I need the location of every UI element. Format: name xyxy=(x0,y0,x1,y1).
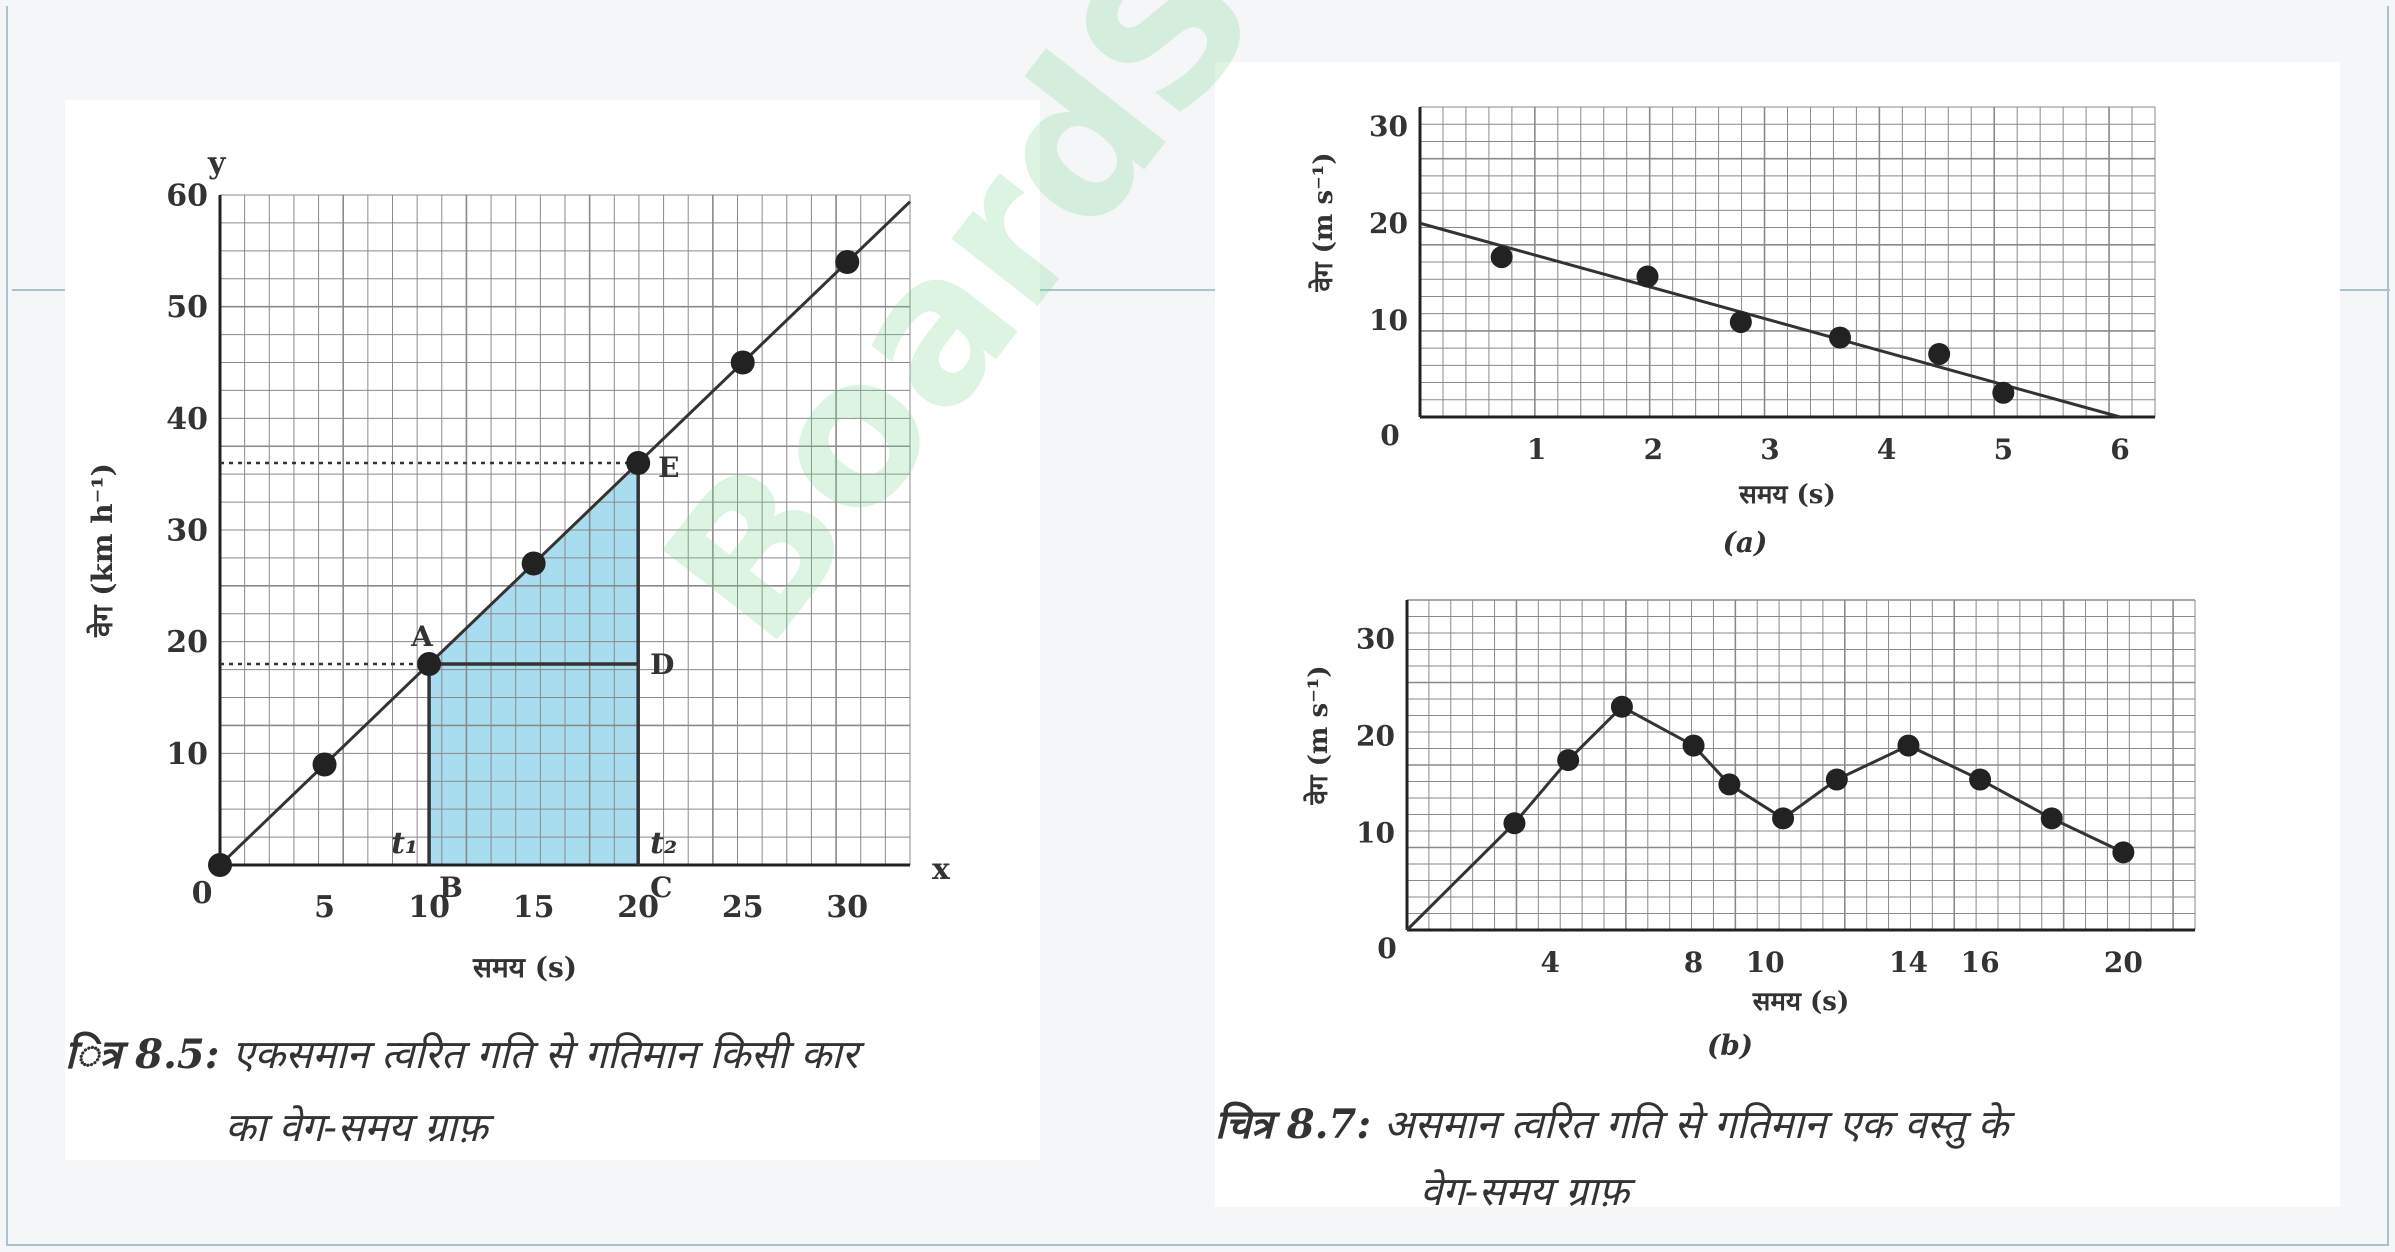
x-axis-name: x xyxy=(932,852,951,887)
data-point xyxy=(1636,265,1659,288)
x-axis-title: समय (s) xyxy=(1738,480,1836,510)
x-tick-label: 14 xyxy=(1889,946,1928,979)
data-point xyxy=(1897,734,1920,757)
y-axis-title: वेग (m s⁻¹) xyxy=(1308,152,1339,292)
y-tick-label: 10 xyxy=(1369,304,1408,337)
y-tick-label: 30 xyxy=(1356,623,1395,656)
x-tick-label: 4 xyxy=(1541,946,1560,979)
velocity-line xyxy=(218,200,912,867)
sublabel-a: (a) xyxy=(1723,526,1768,559)
x-axis-title: समय (s) xyxy=(472,951,577,984)
data-point xyxy=(1928,343,1951,366)
data-point xyxy=(1490,246,1513,269)
x-axis-title: समय (s) xyxy=(1752,987,1850,1017)
figure-8-7-panel xyxy=(1215,62,2340,1207)
data-point xyxy=(208,853,232,877)
margin-line-right xyxy=(2340,289,2390,291)
y-tick-label: 20 xyxy=(1369,207,1408,240)
data-point xyxy=(835,250,860,274)
y-tick-label: 30 xyxy=(1369,110,1408,143)
y-axis-name: y xyxy=(207,146,227,181)
data-point xyxy=(1610,695,1633,718)
x-tick-label: 1 xyxy=(1527,433,1546,466)
data-point xyxy=(417,652,442,676)
label-C: C xyxy=(650,871,672,904)
y-tick-label: 20 xyxy=(166,625,208,660)
data-point xyxy=(730,350,755,375)
label-A: A xyxy=(410,620,434,653)
y-tick-label: 40 xyxy=(166,402,208,437)
y-tick-label: 20 xyxy=(1356,720,1395,753)
x-tick-label: 2 xyxy=(1644,433,1663,466)
x-tick-label: 5 xyxy=(1994,433,2013,466)
data-point xyxy=(312,752,337,777)
data-point xyxy=(2112,841,2135,864)
x-tick-label: 16 xyxy=(1961,946,2000,979)
y-tick-label: 60 xyxy=(166,179,208,214)
x-tick-label: 20 xyxy=(617,890,659,925)
x-tick-label: 10 xyxy=(408,890,450,925)
figure-8-7-caption-label: चित्र 8.7: xyxy=(1215,1101,1372,1148)
x-tick-label: 6 xyxy=(2110,433,2129,466)
data-point xyxy=(1557,749,1580,772)
y-tick-label: 50 xyxy=(166,290,208,325)
figure-8-7-caption: चित्र 8.7: असमान त्वरित गति से गतिमान एक… xyxy=(1215,1095,2340,1217)
label-t1: t₁ xyxy=(391,826,418,861)
y-tick-label: 10 xyxy=(1356,817,1395,850)
x-tick-label: 3 xyxy=(1760,433,1779,466)
data-point xyxy=(2040,807,2063,830)
figure-8-5-caption: ित्र 8.5: एकसमान त्वरित गति से गतिमान कि… xyxy=(65,1025,1040,1153)
figure-8-5-chart: 5 10 15 20 25 30 10 20 30 40 50 60 0 समय (s) वेग (km h… xyxy=(86,146,951,984)
y-axis-title: वेग (km h⁻¹) xyxy=(86,463,119,638)
origin-label: 0 xyxy=(1380,419,1399,452)
data-point xyxy=(1829,326,1851,349)
data-point xyxy=(626,451,651,475)
trend-line xyxy=(1419,221,2121,419)
x-tick-label: 25 xyxy=(722,890,764,925)
label-E: E xyxy=(658,451,679,484)
figure-8-7b-chart: 4 8 10 14 16 20 10 20 30 0 समय (s) वेग (m s⁻¹) (b) xyxy=(1303,599,2196,1062)
figure-8-7-caption-line2: वेग-समय ग्राफ़ xyxy=(1420,1169,1629,1215)
data-point xyxy=(1772,807,1795,830)
x-tick-label: 30 xyxy=(826,890,868,925)
data-point xyxy=(1503,812,1526,835)
label-B: B xyxy=(439,871,463,904)
figure-8-7a-chart: 1 2 3 4 5 6 10 20 30 0 समय (s) वेग (m s⁻¹) (a) xyxy=(1308,106,2156,559)
y-axis-title: वेग (m s⁻¹) xyxy=(1303,665,1334,805)
velocity-polyline xyxy=(1405,704,2125,932)
data-point xyxy=(1992,381,2015,404)
data-point xyxy=(521,551,546,576)
y-tick-label: 10 xyxy=(166,737,208,772)
figure-8-5-caption-label: ित्र 8.5: xyxy=(65,1031,220,1078)
margin-line-left xyxy=(12,289,72,291)
margin-line-mid xyxy=(1040,289,1215,291)
x-tick-label: 8 xyxy=(1684,946,1703,979)
x-tick-label: 20 xyxy=(2104,946,2143,979)
figure-8-5-caption-line1: एकसमान त्वरित गति से गतिमान किसी कार xyxy=(232,1032,859,1078)
page-frame xyxy=(6,6,2389,1246)
data-point xyxy=(1729,311,1752,334)
data-point xyxy=(1718,773,1741,796)
label-D: D xyxy=(650,648,674,681)
label-t2: t₂ xyxy=(650,826,677,861)
figure-8-7-caption-line1: असमान त्वरित गति से गतिमान एक वस्तु के xyxy=(1383,1102,2009,1148)
x-tick-label: 5 xyxy=(314,890,335,925)
data-point xyxy=(1682,734,1705,757)
figure-8-5-caption-line2: का वेग-समय ग्राफ़ xyxy=(225,1105,488,1151)
data-point xyxy=(1969,768,1992,791)
x-tick-label: 10 xyxy=(1746,946,1785,979)
sublabel-b: (b) xyxy=(1707,1029,1753,1062)
origin-label: 0 xyxy=(192,876,213,911)
x-tick-label: 4 xyxy=(1877,433,1896,466)
x-tick-label: 15 xyxy=(513,890,555,925)
origin-label: 0 xyxy=(1377,932,1396,965)
data-point xyxy=(1825,768,1848,791)
y-tick-label: 30 xyxy=(166,514,208,549)
